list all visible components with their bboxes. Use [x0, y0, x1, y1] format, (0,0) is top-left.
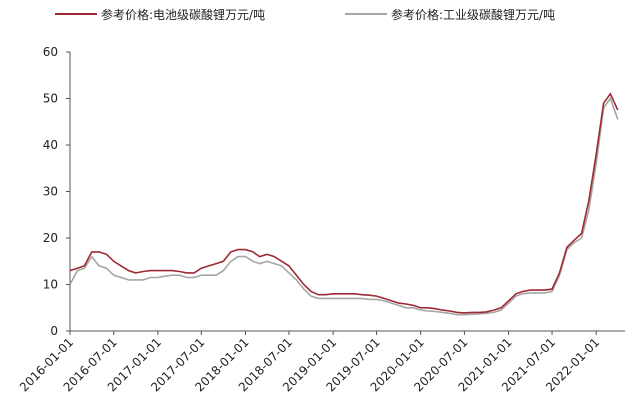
y-tick-label: 60 — [43, 45, 58, 59]
legend-label: 参考价格:工业级碳酸锂万元/吨 — [391, 7, 555, 22]
series-line — [69, 92, 619, 314]
y-tick-label: 10 — [43, 278, 58, 292]
legend-label: 参考价格:电池级碳酸锂万元/吨 — [101, 7, 265, 22]
y-tick-label: 20 — [43, 231, 58, 245]
y-tick-label: 0 — [50, 324, 58, 338]
series-line — [69, 96, 619, 316]
y-tick-label: 50 — [43, 92, 58, 106]
y-tick-label: 30 — [43, 185, 58, 199]
y-tick-label: 40 — [43, 138, 58, 152]
